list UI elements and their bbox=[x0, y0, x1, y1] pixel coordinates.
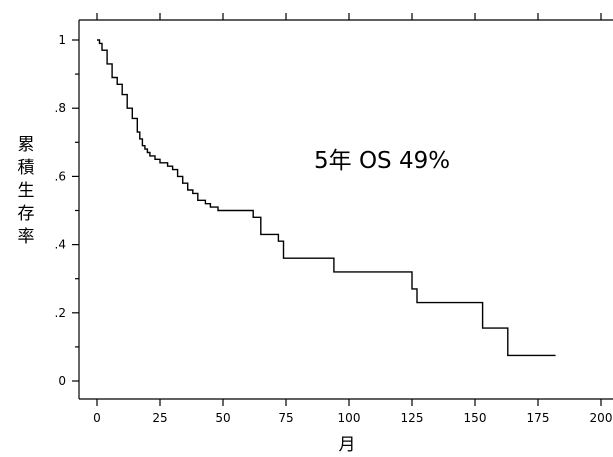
y-tick-label: .4 bbox=[55, 238, 66, 252]
x-tick-label: 50 bbox=[215, 411, 230, 425]
y-axis-title-char: 積 bbox=[18, 158, 35, 178]
x-tick-label: 75 bbox=[278, 411, 293, 425]
x-tick-label: 125 bbox=[401, 411, 424, 425]
x-tick-label: 150 bbox=[464, 411, 487, 425]
y-axis-title-char: 存 bbox=[18, 204, 35, 224]
x-tick-label: 175 bbox=[527, 411, 550, 425]
y-axis-title-char: 率 bbox=[18, 227, 35, 247]
y-axis-ticks: 0 .2 .4 .6 .8 1 bbox=[55, 33, 79, 388]
y-tick-label: .8 bbox=[55, 101, 66, 115]
x-axis-ticks: 0 25 50 75 100 125 150 175 200 bbox=[93, 399, 612, 425]
survival-curve bbox=[97, 39, 556, 357]
x-axis-title: 月 bbox=[339, 435, 356, 455]
y-axis-title-char: 累 bbox=[18, 135, 35, 155]
top-frame-ticks bbox=[96, 13, 602, 20]
y-tick-label: .6 bbox=[55, 169, 66, 183]
x-tick-label: 100 bbox=[338, 411, 361, 425]
annotation-5yr-os: 5年 OS 49% bbox=[314, 148, 450, 174]
x-tick-label: 0 bbox=[93, 411, 101, 425]
y-axis-title-char: 生 bbox=[18, 181, 35, 201]
y-tick-label: 0 bbox=[58, 374, 66, 388]
x-tick-label: 25 bbox=[152, 411, 167, 425]
x-tick-label: 200 bbox=[590, 411, 613, 425]
y-tick-label: 1 bbox=[58, 33, 66, 47]
y-tick-label: .2 bbox=[55, 306, 66, 320]
